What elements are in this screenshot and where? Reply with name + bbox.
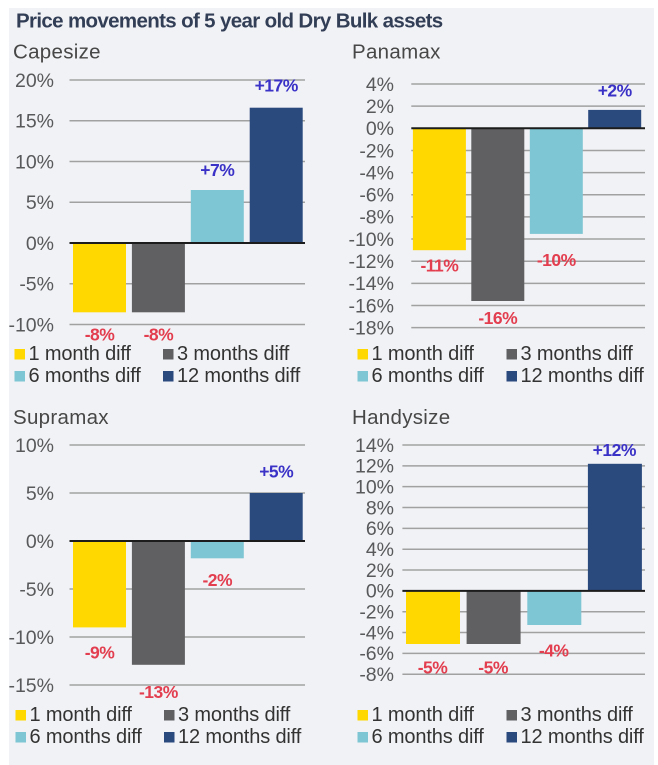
svg-text:Capesize: Capesize: [13, 41, 101, 64]
svg-text:-9%: -9%: [85, 643, 116, 663]
svg-text:0%: 0%: [26, 531, 54, 553]
svg-text:6 months diff: 6 months diff: [29, 365, 142, 387]
svg-text:-10%: -10%: [537, 250, 577, 270]
svg-text:-2%: -2%: [359, 602, 394, 624]
svg-text:8%: 8%: [366, 497, 394, 519]
svg-text:12 months diff: 12 months diff: [177, 365, 301, 387]
svg-text:-15%: -15%: [8, 675, 54, 697]
svg-text:3 months diff: 3 months diff: [178, 704, 291, 726]
svg-text:-8%: -8%: [144, 325, 175, 345]
svg-text:3 months diff: 3 months diff: [521, 704, 634, 726]
svg-text:-2%: -2%: [202, 570, 233, 590]
svg-text:15%: 15%: [15, 111, 54, 133]
svg-text:-14%: -14%: [348, 273, 394, 295]
svg-text:-4%: -4%: [359, 162, 394, 184]
svg-text:+17%: +17%: [255, 76, 299, 96]
svg-text:12%: 12%: [355, 456, 394, 478]
svg-text:0%: 0%: [366, 581, 394, 603]
svg-text:4%: 4%: [366, 74, 394, 96]
svg-text:-8%: -8%: [359, 207, 394, 229]
svg-text:-5%: -5%: [418, 658, 449, 678]
svg-text:6 months diff: 6 months diff: [30, 726, 143, 748]
svg-text:1 month diff: 1 month diff: [30, 704, 133, 726]
svg-text:12 months diff: 12 months diff: [521, 726, 645, 748]
svg-text:-16%: -16%: [348, 295, 394, 317]
svg-text:+12%: +12%: [593, 440, 637, 460]
svg-text:6 months diff: 6 months diff: [372, 726, 485, 748]
svg-text:-10%: -10%: [348, 229, 394, 251]
svg-text:-10%: -10%: [8, 314, 54, 336]
svg-text:-5%: -5%: [19, 579, 54, 601]
svg-text:3 months diff: 3 months diff: [177, 343, 290, 365]
svg-text:4%: 4%: [366, 539, 394, 561]
svg-text:12 months diff: 12 months diff: [521, 365, 645, 387]
svg-text:-6%: -6%: [359, 185, 394, 207]
svg-text:-10%: -10%: [8, 627, 54, 649]
svg-text:-16%: -16%: [478, 308, 518, 328]
svg-text:Price movements of 5 year old: Price movements of 5 year old Dry Bulk a…: [16, 10, 443, 33]
svg-text:-12%: -12%: [348, 251, 394, 273]
svg-text:-8%: -8%: [359, 664, 394, 686]
svg-text:14%: 14%: [355, 435, 394, 457]
svg-text:-11%: -11%: [420, 256, 459, 276]
svg-text:0%: 0%: [366, 118, 394, 140]
svg-text:6%: 6%: [366, 518, 394, 540]
svg-text:6 months diff: 6 months diff: [372, 365, 485, 387]
svg-text:Supramax: Supramax: [13, 406, 109, 429]
svg-text:1 month diff: 1 month diff: [29, 343, 132, 365]
svg-text:-6%: -6%: [359, 643, 394, 665]
svg-text:Handysize: Handysize: [352, 406, 450, 429]
svg-text:2%: 2%: [366, 96, 394, 118]
svg-text:10%: 10%: [15, 435, 54, 457]
svg-text:-5%: -5%: [19, 274, 54, 296]
svg-text:-4%: -4%: [539, 641, 570, 661]
svg-text:5%: 5%: [26, 483, 54, 505]
svg-text:+7%: +7%: [200, 160, 235, 180]
svg-text:1 month diff: 1 month diff: [372, 704, 475, 726]
svg-text:-13%: -13%: [139, 682, 179, 702]
svg-text:3 months diff: 3 months diff: [521, 343, 634, 365]
svg-text:-4%: -4%: [359, 622, 394, 644]
svg-text:-2%: -2%: [359, 140, 394, 162]
svg-text:10%: 10%: [15, 151, 54, 173]
svg-text:-5%: -5%: [478, 658, 509, 678]
svg-text:5%: 5%: [26, 192, 54, 214]
svg-text:12 months diff: 12 months diff: [178, 726, 302, 748]
svg-text:Panamax: Panamax: [352, 41, 441, 64]
svg-text:1 month diff: 1 month diff: [372, 343, 475, 365]
svg-text:-8%: -8%: [85, 325, 116, 345]
svg-text:-18%: -18%: [348, 317, 394, 339]
svg-text:20%: 20%: [15, 70, 54, 92]
svg-text:10%: 10%: [355, 476, 394, 498]
svg-text:0%: 0%: [26, 233, 54, 255]
svg-text:2%: 2%: [366, 560, 394, 582]
svg-text:+5%: +5%: [259, 462, 294, 482]
svg-text:+2%: +2%: [598, 81, 633, 101]
